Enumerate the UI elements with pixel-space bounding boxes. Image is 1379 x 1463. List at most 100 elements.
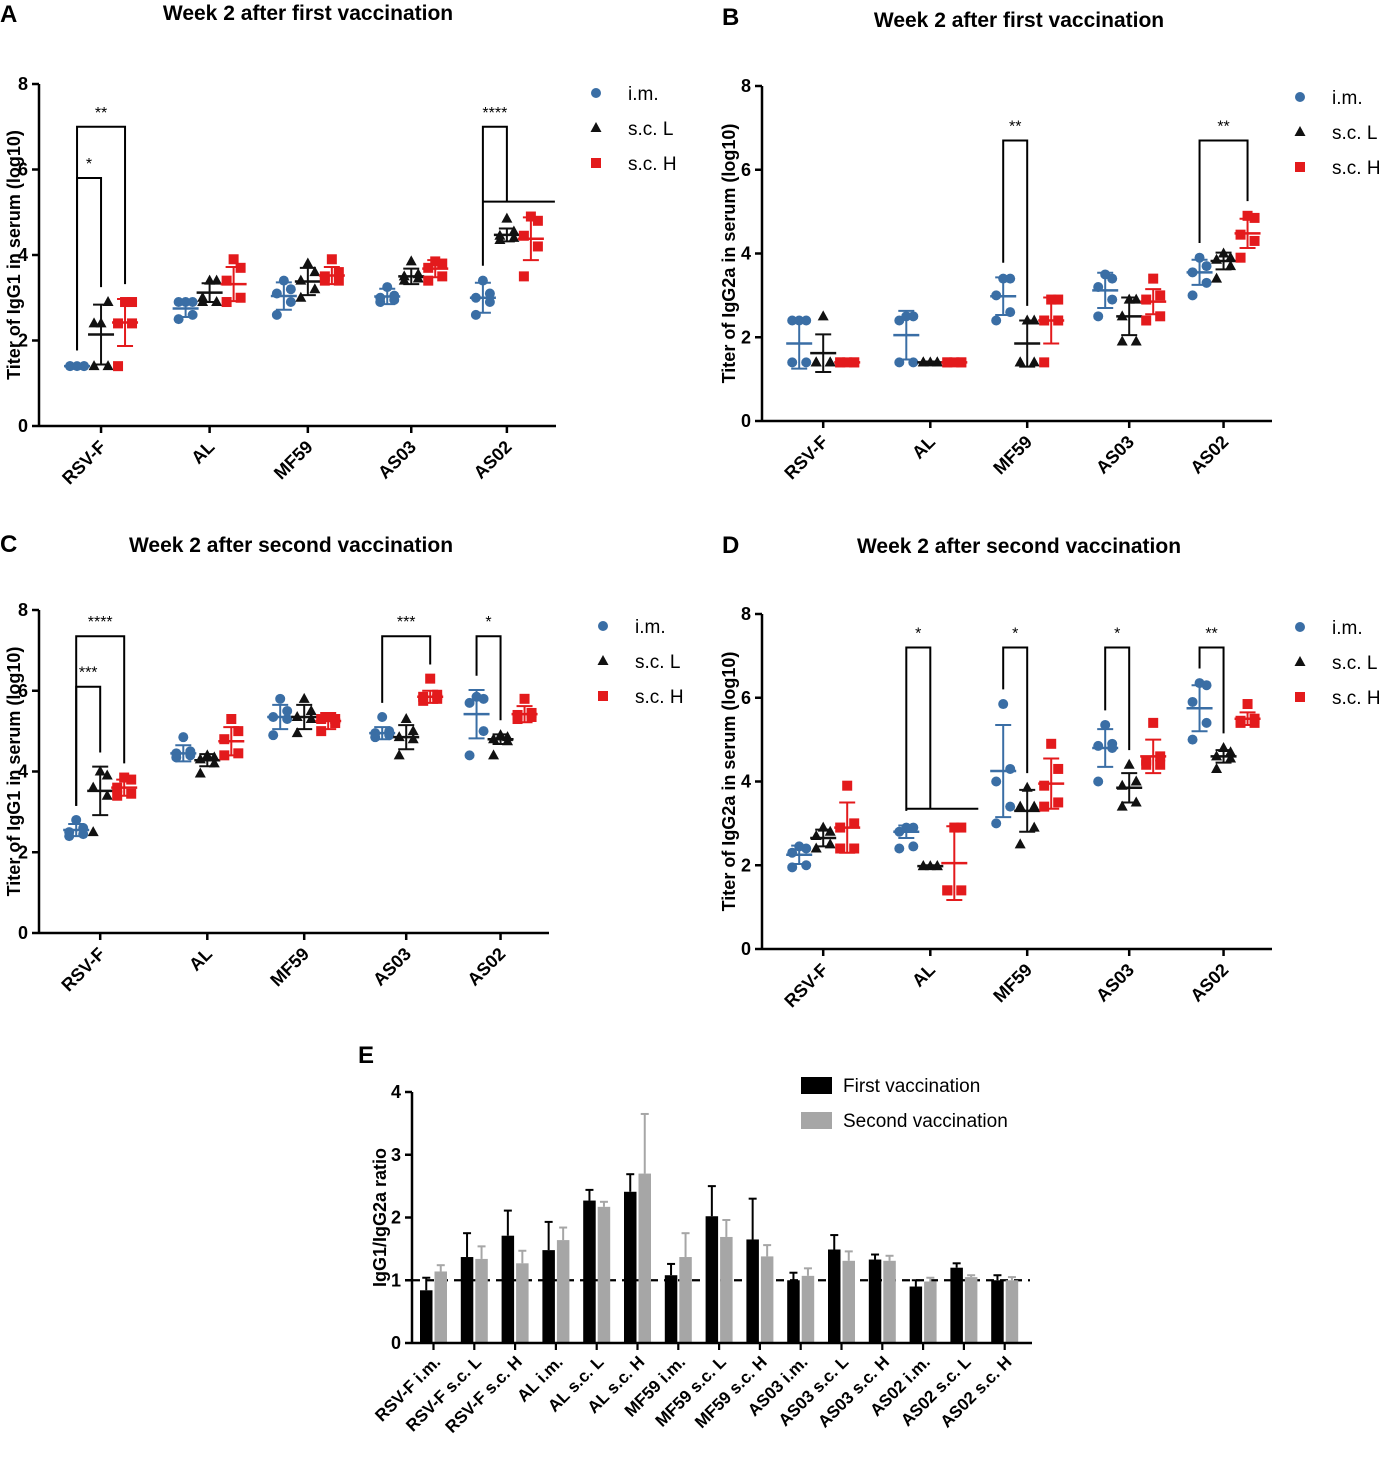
data-point xyxy=(393,749,405,760)
significance-bracket: *** xyxy=(75,665,102,806)
y-axis-label: Titer of IgG1 in serum (log10) xyxy=(4,647,24,897)
data-point xyxy=(1107,294,1118,305)
data-point xyxy=(1039,780,1050,791)
panel-title: Week 2 after second vaccination xyxy=(129,534,453,557)
data-point xyxy=(1028,821,1040,832)
y-tick-label: 3 xyxy=(391,1145,401,1165)
y-tick-label: 0 xyxy=(741,939,751,959)
data-point xyxy=(1014,800,1026,811)
legend-marker xyxy=(598,691,608,701)
first-bar xyxy=(420,1290,433,1343)
legend-marker xyxy=(598,621,608,631)
y-tick-label: 2 xyxy=(741,855,751,875)
data-point xyxy=(235,292,246,303)
data-point xyxy=(824,825,836,836)
significance-bracket: * xyxy=(475,614,502,721)
significance-label: **** xyxy=(482,105,507,122)
data-point xyxy=(173,314,184,325)
data-point xyxy=(1187,696,1198,707)
second-bar xyxy=(679,1257,692,1343)
data-point xyxy=(88,317,100,328)
data-point xyxy=(102,296,114,307)
data-point xyxy=(998,273,1009,284)
first-bar xyxy=(909,1286,923,1343)
y-tick-label: 6 xyxy=(18,160,28,180)
significance-bracket: * xyxy=(1104,626,1131,751)
group-MF59-scH xyxy=(315,711,342,737)
x-tick-label: AS02 xyxy=(1186,960,1232,1006)
group-MF59-scH xyxy=(318,254,345,286)
data-point xyxy=(233,748,244,759)
bracket-line xyxy=(76,125,127,351)
data-point xyxy=(1028,356,1040,367)
data-point xyxy=(1107,738,1118,749)
data-point xyxy=(518,230,529,241)
legend-item: s.c. H xyxy=(1295,158,1379,179)
group-AS03-scL xyxy=(1116,293,1143,346)
group-AS03-im xyxy=(1092,269,1119,322)
data-point xyxy=(1130,293,1142,304)
data-point xyxy=(377,711,388,722)
bracket-line xyxy=(1198,139,1249,244)
data-point xyxy=(824,838,836,849)
significance-bracket: * xyxy=(1002,626,1029,774)
significance-bracket: **** xyxy=(481,105,555,266)
data-point xyxy=(1242,699,1253,710)
data-point xyxy=(801,357,812,368)
data-point xyxy=(894,357,905,368)
data-point xyxy=(1225,746,1237,757)
data-point xyxy=(1235,715,1246,726)
group-AS02-im xyxy=(469,275,496,320)
group-AS02-im xyxy=(1186,678,1213,745)
group-MF59-scL xyxy=(294,257,321,302)
legend-marker xyxy=(1295,692,1305,702)
data-point xyxy=(285,284,296,295)
data-point xyxy=(1235,252,1246,263)
legend-marker xyxy=(591,88,601,98)
data-point xyxy=(908,311,919,322)
data-point xyxy=(295,274,307,285)
data-point xyxy=(1201,261,1212,272)
y-tick-label: 2 xyxy=(18,331,28,351)
data-point xyxy=(849,818,860,829)
y-tick-label: 4 xyxy=(391,1082,401,1102)
legend-label: First vaccination xyxy=(843,1076,980,1097)
data-point xyxy=(1141,315,1152,326)
data-point xyxy=(470,309,481,320)
x-tick-label: MF59 xyxy=(270,437,317,484)
data-point xyxy=(991,818,1002,829)
group-AL-scL xyxy=(194,749,221,778)
group-RSV-F-scL xyxy=(88,296,115,371)
data-point xyxy=(423,275,434,286)
data-point xyxy=(282,705,293,716)
data-point xyxy=(1187,290,1198,301)
data-point xyxy=(1218,742,1230,752)
data-point xyxy=(1249,235,1260,246)
group-AS02-scL xyxy=(487,729,514,760)
data-point xyxy=(187,297,198,308)
group-AS02-scH xyxy=(1234,210,1261,263)
data-point xyxy=(801,860,812,871)
data-point xyxy=(1100,269,1111,280)
legend-label: s.c. L xyxy=(635,652,680,673)
data-point xyxy=(219,750,230,761)
data-point xyxy=(1225,251,1237,262)
x-tick-label: AS02 xyxy=(463,944,509,990)
group-RSV-F-im xyxy=(64,361,91,372)
first-bar xyxy=(828,1249,841,1343)
data-point xyxy=(1123,758,1135,769)
group-MF59-im xyxy=(990,699,1017,829)
data-point xyxy=(1021,314,1033,325)
legend-label: i.m. xyxy=(1332,88,1363,109)
y-tick-label: 1 xyxy=(391,1270,401,1290)
second-bar xyxy=(801,1275,815,1343)
group-AS03-scH xyxy=(417,673,444,706)
data-point xyxy=(1116,335,1128,346)
first-bar xyxy=(950,1267,963,1343)
significance-bracket: ** xyxy=(1002,118,1029,306)
legend-label: s.c. H xyxy=(1332,688,1379,709)
data-point xyxy=(221,297,232,308)
legend-label: s.c. L xyxy=(1332,123,1377,144)
data-point xyxy=(316,714,327,725)
data-point xyxy=(787,862,798,873)
